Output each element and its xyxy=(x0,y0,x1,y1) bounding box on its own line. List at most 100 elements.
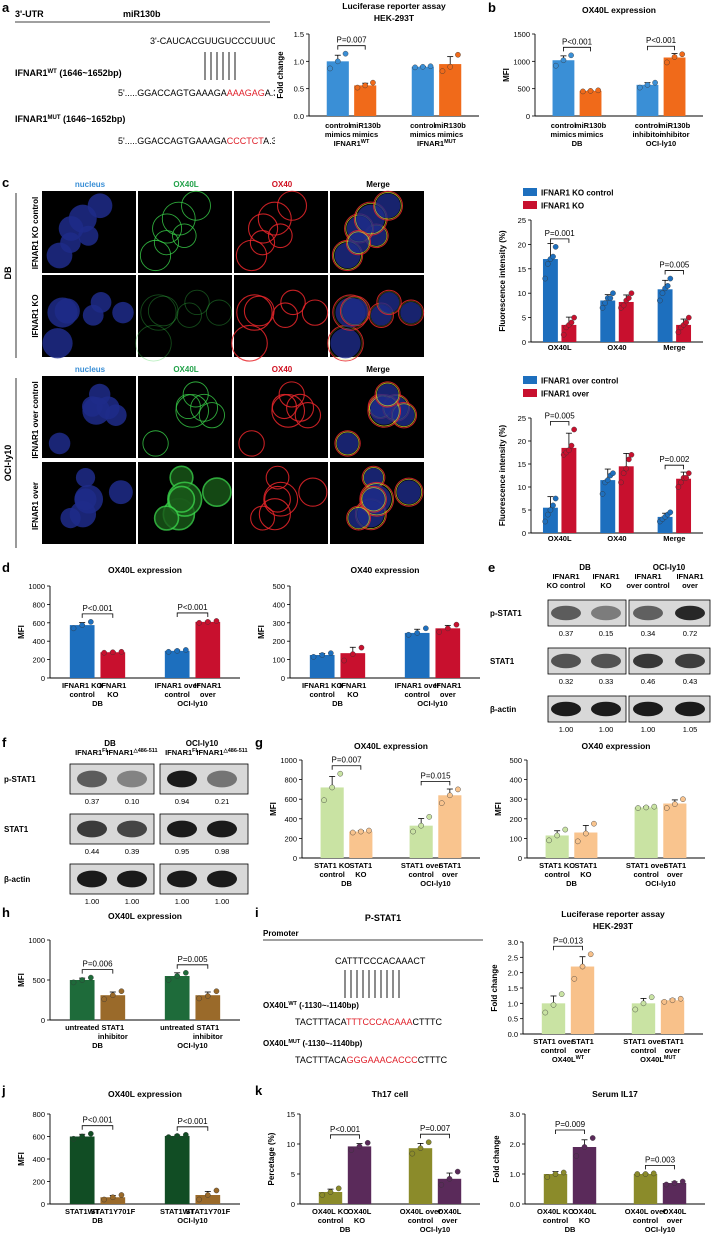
blot-band xyxy=(117,820,147,838)
chart-j-ytick-label: 400 xyxy=(32,1155,45,1164)
chart-b-pval-bracket xyxy=(563,46,591,52)
chart-g2-point xyxy=(554,832,560,839)
chart-g1-category-label: control xyxy=(319,870,344,879)
chart-k2-ytick-label: 0.0 xyxy=(510,1200,520,1209)
chart-c2-point xyxy=(550,502,556,509)
chart-g1-point xyxy=(410,828,416,835)
utr-label: 3'-UTR xyxy=(15,9,44,19)
chart-c1-ytick-label: 25 xyxy=(518,216,526,225)
chart-g1-pval-label: P=0.015 xyxy=(420,771,451,780)
chart-j-group-label: OCI-ly10 xyxy=(177,1216,207,1225)
chart-k2-bar xyxy=(543,1174,568,1204)
chart-k2-point xyxy=(634,1171,641,1177)
chart-d2-point xyxy=(414,630,420,636)
chart-c2-legend-label: IFNAR1 over xyxy=(541,390,589,399)
chart-c2-point xyxy=(626,456,632,463)
chart-d1-group-label: DB xyxy=(92,699,103,708)
chart-i-category-label: control xyxy=(631,1046,656,1055)
chart-k2-group-label: DB xyxy=(565,1225,576,1234)
chart-d2-category-label: KO xyxy=(347,690,358,699)
chart-c1-pval-bracket xyxy=(664,270,684,275)
chart-d1-ylabel: MFI xyxy=(17,625,26,639)
blot-quant-value: 0.33 xyxy=(599,677,614,686)
chart-g1-ytick-label: 0 xyxy=(293,854,297,863)
row-header-ocily10-top: nucleus xyxy=(75,365,106,374)
chart-c2-point xyxy=(571,426,577,433)
blot-band xyxy=(591,701,621,717)
chart-i-ytick-label: 0.5 xyxy=(508,1015,518,1024)
chart-d1-point xyxy=(213,618,220,624)
chart-c2-point xyxy=(678,479,684,486)
e-db-label: DB xyxy=(579,563,591,572)
chart-i-bar xyxy=(541,1003,566,1034)
col-header-ox40l: OX40L xyxy=(173,180,198,189)
blot-lane-label: IFNAR1FL xyxy=(165,748,199,757)
chart-c1-ytick-label: 5 xyxy=(522,314,526,323)
chart-i-pval-label: P=0.013 xyxy=(553,936,584,945)
chart-d1-ytick-label: 800 xyxy=(32,600,45,609)
chart-i-point xyxy=(558,991,565,997)
chart-c2-legend-label: IFNAR1 over control xyxy=(541,377,618,386)
chart-b-category-label: miR130b xyxy=(659,121,691,130)
blot-band xyxy=(591,653,621,669)
chart-k2-bar xyxy=(662,1183,687,1204)
chart-c1-point xyxy=(602,300,608,306)
chart-k1-ytick-label: 5 xyxy=(291,1170,295,1179)
blot-lane-label: KO xyxy=(600,581,611,590)
chart-k2-point xyxy=(560,1169,567,1176)
chart-h-category-label: STAT1 xyxy=(101,1023,124,1032)
chart-k1-category-label: over xyxy=(442,1216,458,1225)
chart-i-bar xyxy=(660,1000,685,1034)
panel-letter-b: b xyxy=(488,0,496,15)
chart-b-group-label: DB xyxy=(572,139,583,148)
micro-tile xyxy=(327,275,425,362)
col-header-merge: Merge xyxy=(366,180,390,189)
chart-d2-point xyxy=(358,644,365,651)
chart-k1-point xyxy=(425,1139,432,1146)
chart-j-point xyxy=(183,1132,189,1138)
chart-h-group-label: DB xyxy=(92,1041,103,1050)
chart-j-point xyxy=(165,1134,172,1140)
p-stat1-label: P-STAT1 xyxy=(365,913,401,923)
chart-d1-point xyxy=(118,648,125,655)
chart-i-group-label: OX40LMUT xyxy=(640,1055,676,1064)
chart-g1-bar xyxy=(320,787,344,858)
chart-a-point xyxy=(342,50,349,57)
blot-band xyxy=(551,605,581,621)
chart-h-ylabel: MFI xyxy=(17,973,26,987)
chart-h-pval-bracket xyxy=(81,969,114,974)
chart-k2: Serum IL17 0.0 1.0 2.0 3.0 Fold change OX40L K… xyxy=(492,1089,705,1234)
chart-b-point xyxy=(560,57,567,64)
blot-lane-label: over control xyxy=(626,581,669,590)
chart-g1-pval-bracket xyxy=(331,765,362,770)
chart-i-ylabel: Fold change xyxy=(490,964,499,1012)
chart-d1-bar xyxy=(69,625,95,678)
blot-quant-value: 1.00 xyxy=(85,897,100,906)
panel-letter-k: k xyxy=(255,1083,263,1098)
chart-d1-category-label: KO xyxy=(107,690,118,699)
chart-b-group-label: OCI-ly10 xyxy=(646,139,676,148)
chart-k2-point xyxy=(679,1178,686,1185)
chart-c2-point xyxy=(604,477,611,483)
chart-g2-point xyxy=(562,826,569,833)
chart-k2-bar xyxy=(572,1147,597,1204)
chart-j-category-label: STAT1Y701F xyxy=(185,1207,230,1216)
blot-band xyxy=(675,653,705,669)
motif-pairing-lines xyxy=(344,970,400,998)
chart-c2-pval-label: P=0.005 xyxy=(545,412,576,421)
ox40l-wt-seq: TACTTTACATTTCCCACAAACTTTC xyxy=(295,1017,443,1027)
chart-h-bar xyxy=(69,980,95,1020)
chart-c2-point xyxy=(610,470,616,476)
chart-j-category-label: STAT1WT xyxy=(65,1207,100,1216)
chart-g1-point xyxy=(426,814,433,820)
chart-d2-group-label: OCI-ly10 xyxy=(417,699,447,708)
chart-k2-pval-bracket xyxy=(645,1165,675,1170)
e-ocily10-label: OCI-ly10 xyxy=(653,563,686,572)
chart-k2-point xyxy=(589,1135,596,1141)
chart-d1-point xyxy=(165,648,172,655)
row-header-merge-2: Merge xyxy=(366,365,390,374)
chart-d1-pval-bracket xyxy=(176,612,209,617)
blot-quant-value: 0.21 xyxy=(215,797,230,806)
chart-b-ytick-label: 500 xyxy=(517,85,530,94)
chart-k2-pval-bracket xyxy=(555,1129,585,1134)
